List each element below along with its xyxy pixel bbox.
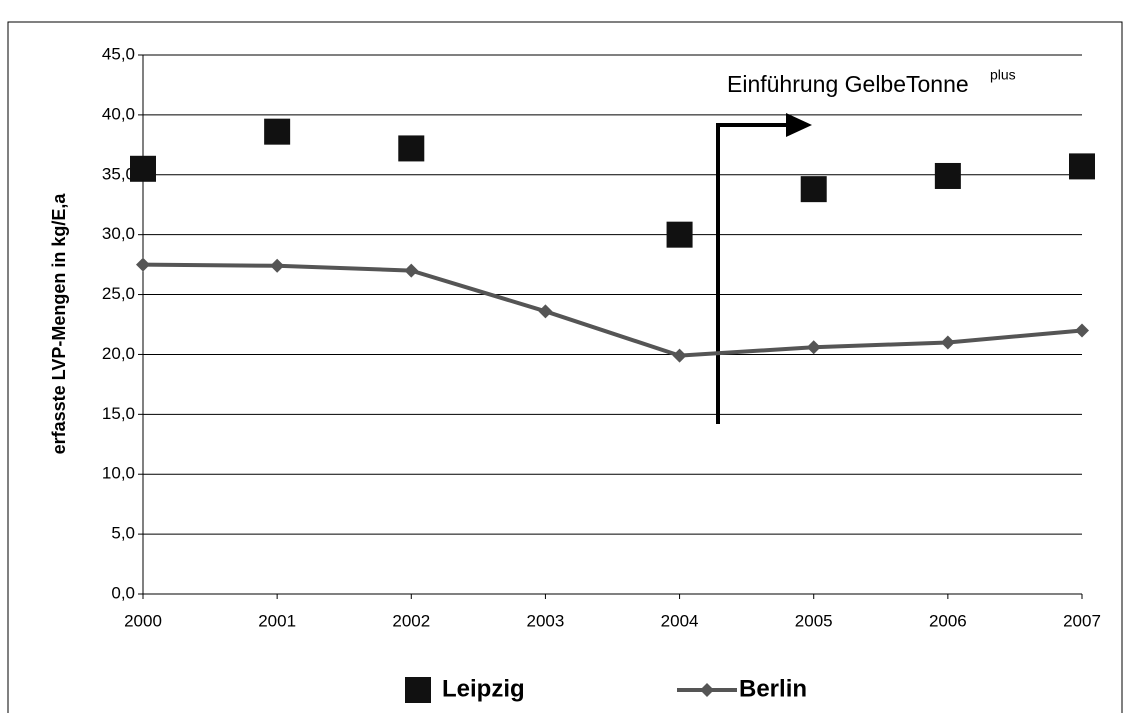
marker — [270, 258, 285, 273]
marker — [130, 155, 156, 182]
y-tick-label: 10,0 — [102, 464, 135, 483]
legend-label: Leipzig — [442, 675, 525, 702]
marker — [538, 304, 553, 319]
y-tick-label: 40,0 — [102, 104, 135, 123]
y-axis-label: erfasste LVP-Mengen in kg/E,a — [49, 193, 69, 455]
annotation-arrow — [716, 123, 790, 424]
line — [142, 262, 1083, 358]
y-tick-label: 5,0 — [111, 524, 135, 543]
y-tick-label: 20,0 — [102, 344, 135, 363]
y-tick-label: 25,0 — [102, 284, 135, 303]
legend-marker — [405, 677, 431, 703]
marker — [264, 118, 291, 145]
marker — [1075, 323, 1089, 338]
y-tick-label: 15,0 — [102, 404, 135, 423]
annotation-superscript: plus — [990, 67, 1016, 83]
legend-marker — [700, 683, 714, 697]
annotation-arrowhead — [786, 113, 812, 137]
marker — [800, 176, 827, 203]
marker — [666, 221, 693, 248]
marker — [404, 263, 419, 278]
x-tick-label: 2005 — [795, 611, 833, 630]
x-tick-label: 2000 — [124, 611, 162, 630]
legend-label: Berlin — [739, 675, 807, 702]
y-tick-label: 45,0 — [102, 44, 135, 63]
marker — [1069, 153, 1095, 180]
marker — [672, 348, 687, 363]
chart-frame — [7, 21, 1123, 713]
y-tick-label: 30,0 — [102, 224, 135, 243]
y-tick-label: 35,0 — [102, 164, 135, 183]
marker — [398, 135, 425, 162]
x-tick-label: 2001 — [258, 611, 296, 630]
x-tick-label: 2002 — [392, 611, 430, 630]
marker — [940, 335, 955, 350]
marker — [136, 257, 150, 272]
y-tick-label: 0,0 — [111, 583, 135, 602]
x-tick-label: 2006 — [929, 611, 967, 630]
x-tick-label: 2007 — [1063, 611, 1101, 630]
annotation: Einführung GelbeTonne — [727, 71, 969, 97]
marker — [806, 340, 821, 355]
x-tick-label: 2003 — [527, 611, 565, 630]
marker — [934, 162, 961, 189]
x-tick-label: 2004 — [661, 611, 699, 630]
